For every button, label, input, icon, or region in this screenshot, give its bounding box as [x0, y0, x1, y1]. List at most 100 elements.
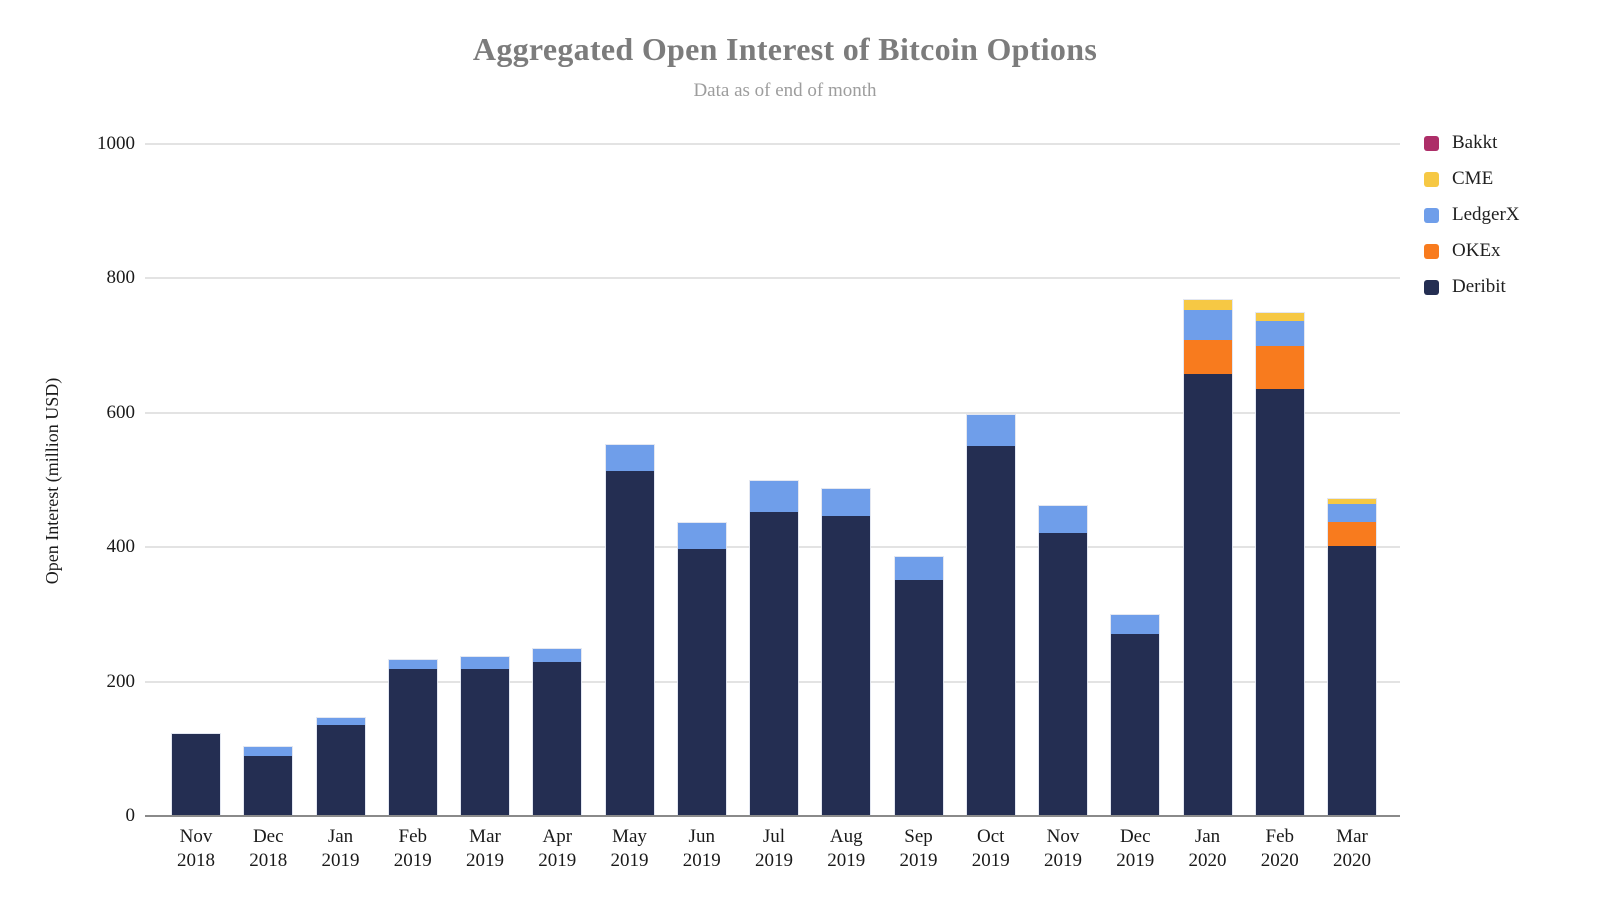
bar-stack-nov-2018: [172, 734, 220, 816]
bar-segment-okex-jan-2020: [1183, 340, 1232, 374]
legend-item-bakkt[interactable]: Bakkt: [1424, 132, 1520, 154]
bar-dec-2019: Dec 2019: [1111, 144, 1160, 871]
x-tick-label-mar-2019: Mar 2019: [466, 826, 504, 871]
legend-label-okex: OKEx: [1452, 240, 1501, 261]
bar-segment-ledgerx-feb-2019: [388, 660, 437, 669]
bar-stack-mar-2019: [461, 657, 509, 816]
bar-segment-ledgerx-sep-2019: [894, 556, 943, 581]
legend-swatch-deribit: [1424, 279, 1439, 295]
y-tick-label-1000: 1000: [97, 133, 135, 154]
legend-label-deribit: Deribit: [1452, 276, 1506, 297]
legend-label-bakkt: Bakkt: [1452, 132, 1498, 153]
x-tick-label-mar-2020: Mar 2020: [1333, 826, 1371, 871]
bar-segment-deribit-nov-2018: [172, 734, 220, 816]
bar-segment-deribit-dec-2019: [1111, 633, 1160, 816]
bar-nov-2019: Nov 2019: [1039, 144, 1087, 871]
bar-stack-sep-2019: [894, 556, 943, 816]
bar-feb-2020: Feb 2020: [1255, 144, 1304, 871]
x-tick-label-dec-2018: Dec 2018: [249, 826, 288, 871]
bar-stack-feb-2020: [1255, 313, 1304, 816]
bar-jun-2019: Jun 2019: [677, 144, 726, 871]
bar-stack-aug-2019: [822, 489, 871, 816]
bar-stack-apr-2019: [533, 648, 582, 816]
y-axis-title: Open Interest (million USD): [42, 377, 62, 585]
bar-stack-jun-2019: [677, 523, 726, 816]
bar-stack-nov-2019: [1039, 506, 1087, 816]
legend-item-deribit[interactable]: Deribit: [1424, 276, 1520, 298]
legend-item-cme[interactable]: CME: [1424, 168, 1520, 190]
x-tick-label-oct-2019: Oct 2019: [971, 826, 1010, 871]
bar-apr-2019: Apr 2019: [533, 144, 582, 871]
legend-item-okex[interactable]: OKEx: [1424, 240, 1520, 262]
bar-stack-oct-2019: [966, 414, 1015, 816]
bar-feb-2019: Feb 2019: [388, 144, 437, 871]
x-tick-label-jun-2019: Jun 2019: [682, 826, 721, 871]
bar-segment-ledgerx-aug-2019: [822, 489, 871, 516]
bar-segment-ledgerx-mar-2019: [461, 657, 509, 669]
x-tick-label-jan-2019: Jan 2019: [321, 826, 360, 871]
x-tick-label-dec-2019: Dec 2019: [1116, 826, 1155, 871]
gridline-600: [145, 411, 1400, 414]
x-tick-label-nov-2018: Nov 2018: [177, 826, 215, 871]
bar-may-2019: May 2019: [605, 144, 654, 871]
bar-nov-2018: Nov 2018: [172, 144, 220, 871]
bar-segment-deribit-sep-2019: [894, 580, 943, 816]
bar-sep-2019: Sep 2019: [894, 144, 943, 871]
bar-segment-deribit-jan-2020: [1183, 373, 1232, 816]
bar-segment-ledgerx-apr-2019: [533, 648, 582, 663]
legend-swatch-ledgerx: [1424, 207, 1439, 223]
bar-segment-deribit-jul-2019: [750, 512, 798, 816]
legend-item-ledgerx[interactable]: LedgerX: [1424, 204, 1520, 226]
bar-segment-deribit-apr-2019: [533, 662, 582, 816]
x-tick-label-jan-2020: Jan 2020: [1188, 826, 1227, 871]
bar-segment-ledgerx-oct-2019: [966, 414, 1015, 447]
bar-stack-jan-2019: [316, 717, 365, 816]
gridline-800: [145, 277, 1400, 280]
bar-segment-cme-jan-2020: [1183, 299, 1232, 310]
x-tick-label-nov-2019: Nov 2019: [1044, 826, 1082, 871]
y-tick-label-800: 800: [106, 267, 136, 289]
y-tick-label-200: 200: [106, 670, 136, 692]
chart-title: Aggregated Open Interest of Bitcoin Opti…: [472, 31, 1098, 67]
bar-stack-may-2019: [605, 445, 654, 816]
bar-segment-deribit-feb-2019: [388, 668, 437, 816]
bar-stack-jan-2020: [1183, 299, 1232, 816]
legend-swatch-okex: [1424, 243, 1439, 259]
bar-segment-cme-feb-2020: [1255, 313, 1304, 322]
bar-segment-okex-feb-2020: [1255, 346, 1304, 390]
bar-segment-ledgerx-nov-2019: [1039, 506, 1087, 534]
bar-segment-deribit-mar-2020: [1328, 545, 1376, 816]
bar-jul-2019: Jul 2019: [750, 144, 798, 871]
bar-stack-dec-2019: [1111, 615, 1160, 816]
x-tick-label-jul-2019: Jul 2019: [755, 826, 793, 871]
bar-segment-deribit-dec-2018: [244, 755, 293, 816]
bar-dec-2018: Dec 2018: [244, 144, 293, 871]
bar-segment-deribit-mar-2019: [461, 668, 509, 816]
bar-segment-deribit-aug-2019: [822, 515, 871, 816]
legend-swatch-cme: [1424, 171, 1439, 187]
gridline-1000: [145, 143, 1400, 145]
bar-stack-feb-2019: [388, 660, 437, 816]
bar-stack-jul-2019: [750, 481, 798, 816]
bars-container: Nov 2018 Dec 2018 Jan 2019 Feb 2019 Mar 2019 Apr 20…: [145, 144, 1400, 871]
bar-segment-deribit-nov-2019: [1039, 533, 1087, 816]
y-tick-label-600: 600: [106, 401, 136, 423]
x-tick-label-feb-2019: Feb 2019: [393, 826, 432, 871]
bar-segment-ledgerx-feb-2020: [1255, 321, 1304, 347]
x-tick-label-apr-2019: Apr 2019: [538, 826, 577, 871]
bar-oct-2019: Oct 2019: [966, 144, 1015, 871]
x-tick-label-feb-2020: Feb 2020: [1260, 826, 1299, 871]
bar-mar-2020: Mar 2020: [1328, 144, 1376, 871]
legend-label-ledgerx: LedgerX: [1452, 204, 1520, 225]
bar-segment-deribit-feb-2020: [1255, 389, 1304, 816]
bar-segment-ledgerx-jul-2019: [750, 481, 798, 513]
bar-segment-ledgerx-dec-2018: [244, 746, 293, 756]
x-tick-label-may-2019: May 2019: [610, 826, 649, 871]
bar-segment-deribit-jun-2019: [677, 548, 726, 816]
plot-area: Nov 2018 Dec 2018 Jan 2019 Feb 2019 Mar 2019 Apr 20…: [145, 143, 1400, 871]
bar-segment-ledgerx-jan-2019: [316, 717, 365, 726]
bar-segment-deribit-may-2019: [605, 471, 654, 816]
bar-segment-deribit-jan-2019: [316, 725, 365, 816]
y-tick-label-400: 400: [106, 536, 136, 558]
